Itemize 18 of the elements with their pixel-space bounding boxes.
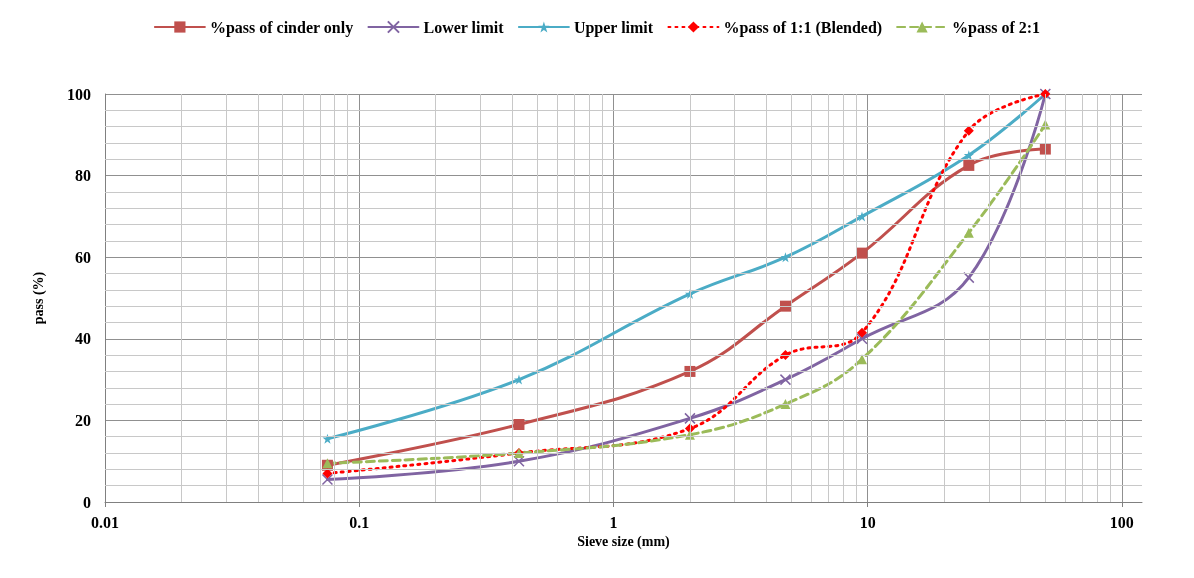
legend-label: %pass of 1:1 (Blended): [723, 18, 883, 37]
y-axis-title: pass (%): [30, 271, 47, 325]
x-tick-label: 0.1: [349, 513, 370, 531]
x-tick-label: 100: [1109, 513, 1134, 531]
y-tick-label: 60: [75, 248, 91, 266]
y-tick-label: 100: [67, 85, 91, 103]
legend-label: %pass of 2:1: [952, 18, 1041, 37]
legend-label: Upper limit: [573, 18, 654, 37]
y-tick-label: 0: [83, 493, 91, 511]
legend-label: Lower limit: [423, 18, 505, 36]
y-tick-label: 80: [75, 167, 91, 185]
legend-label: %pass of cinder only: [209, 18, 354, 37]
x-tick-label: 0.01: [91, 513, 119, 531]
x-tick-label: 1: [609, 513, 618, 531]
y-tick-label: 20: [75, 411, 91, 429]
x-tick-label: 10: [859, 513, 876, 531]
x-axis-title: Sieve size (mm): [577, 534, 671, 551]
y-tick-label: 40: [75, 330, 91, 348]
